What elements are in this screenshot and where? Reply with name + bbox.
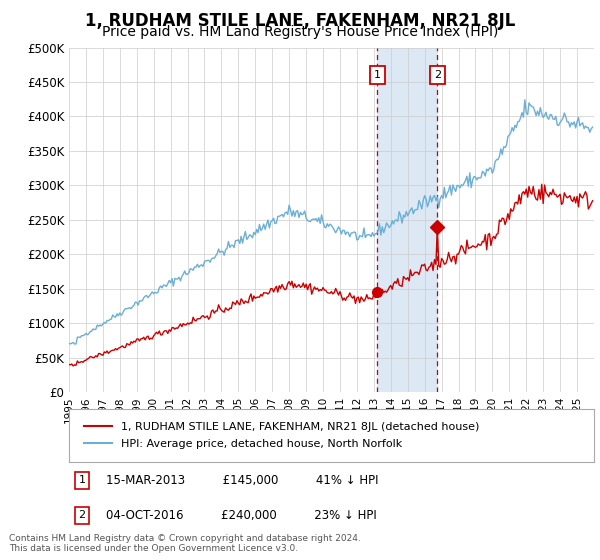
Text: 1, RUDHAM STILE LANE, FAKENHAM, NR21 8JL: 1, RUDHAM STILE LANE, FAKENHAM, NR21 8JL xyxy=(85,12,515,30)
Text: Price paid vs. HM Land Registry's House Price Index (HPI): Price paid vs. HM Land Registry's House … xyxy=(102,25,498,39)
Text: 04-OCT-2016          £240,000          23% ↓ HPI: 04-OCT-2016 £240,000 23% ↓ HPI xyxy=(106,508,377,522)
Bar xyxy=(377,48,437,392)
Text: Contains HM Land Registry data © Crown copyright and database right 2024.: Contains HM Land Registry data © Crown c… xyxy=(9,534,361,543)
Legend: 1, RUDHAM STILE LANE, FAKENHAM, NR21 8JL (detached house), HPI: Average price, d: 1, RUDHAM STILE LANE, FAKENHAM, NR21 8JL… xyxy=(80,418,484,453)
Text: 2: 2 xyxy=(434,70,441,80)
Text: This data is licensed under the Open Government Licence v3.0.: This data is licensed under the Open Gov… xyxy=(9,544,298,553)
Text: 15-MAR-2013          £145,000          41% ↓ HPI: 15-MAR-2013 £145,000 41% ↓ HPI xyxy=(106,474,378,487)
Text: 2: 2 xyxy=(79,510,86,520)
Text: 1: 1 xyxy=(79,475,86,485)
Text: 1: 1 xyxy=(374,70,381,80)
